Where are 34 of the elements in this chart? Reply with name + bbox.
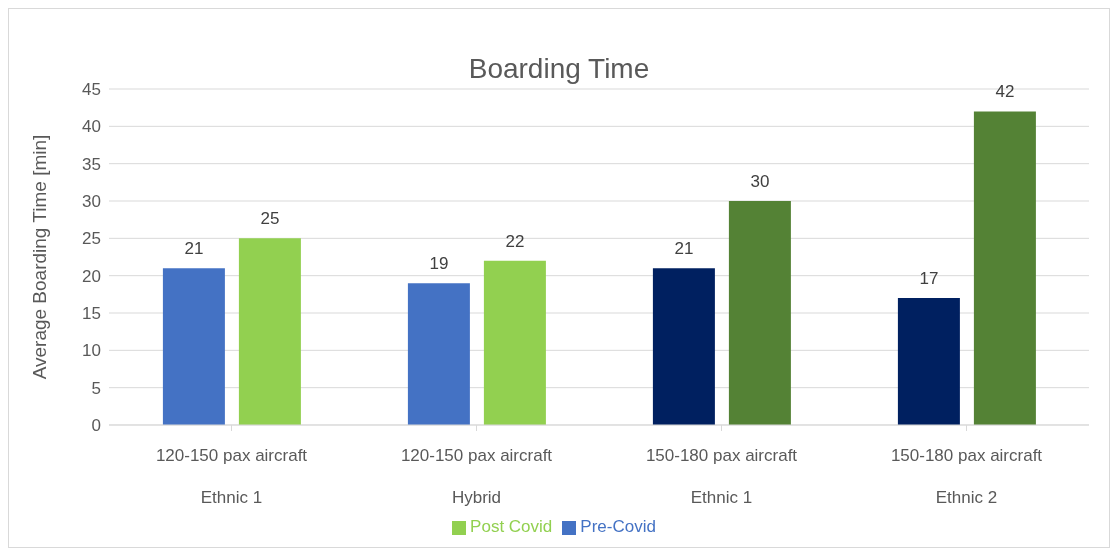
y-tick-label: 35 bbox=[82, 154, 101, 174]
category-label: 120-150 pax aircraft Ethnic 1 bbox=[155, 446, 308, 507]
bar bbox=[483, 260, 546, 425]
bar bbox=[897, 298, 960, 425]
category-label: 150-180 pax aircraft Ethnic 2 bbox=[890, 446, 1043, 507]
data-label: 19 bbox=[429, 254, 449, 274]
y-tick-label: 40 bbox=[82, 117, 101, 137]
data-label: 25 bbox=[260, 209, 280, 229]
data-label: 22 bbox=[505, 231, 525, 251]
bar bbox=[728, 201, 791, 425]
y-tick-label: 5 bbox=[91, 378, 101, 398]
data-label: 21 bbox=[184, 239, 204, 259]
y-tick-label: 25 bbox=[82, 229, 101, 249]
chart-title: Boarding Time bbox=[468, 53, 650, 84]
y-tick-label: 0 bbox=[91, 416, 101, 436]
data-label: 42 bbox=[995, 82, 1015, 102]
bar bbox=[407, 283, 470, 425]
category-label: 150-180 pax aircraft Ethnic 1 bbox=[645, 446, 798, 507]
bar bbox=[973, 111, 1036, 425]
y-tick-label: 45 bbox=[82, 80, 101, 100]
category-label: 120-150 pax aircraft Hybrid bbox=[400, 446, 553, 507]
bar bbox=[652, 268, 715, 425]
y-tick-label: 10 bbox=[82, 341, 101, 361]
y-tick-label: 30 bbox=[82, 192, 101, 212]
bar bbox=[238, 238, 301, 425]
legend-label: Pre-Covid bbox=[580, 517, 656, 536]
legend-label: Post Covid bbox=[470, 517, 553, 536]
y-axis-title: Average Boarding Time [min] bbox=[28, 134, 50, 380]
y-tick-label: 20 bbox=[82, 266, 101, 286]
data-label: 17 bbox=[919, 269, 939, 289]
y-tick-label: 15 bbox=[82, 304, 101, 324]
bar bbox=[162, 268, 225, 425]
data-label: 21 bbox=[674, 239, 694, 259]
data-label: 30 bbox=[750, 172, 770, 191]
